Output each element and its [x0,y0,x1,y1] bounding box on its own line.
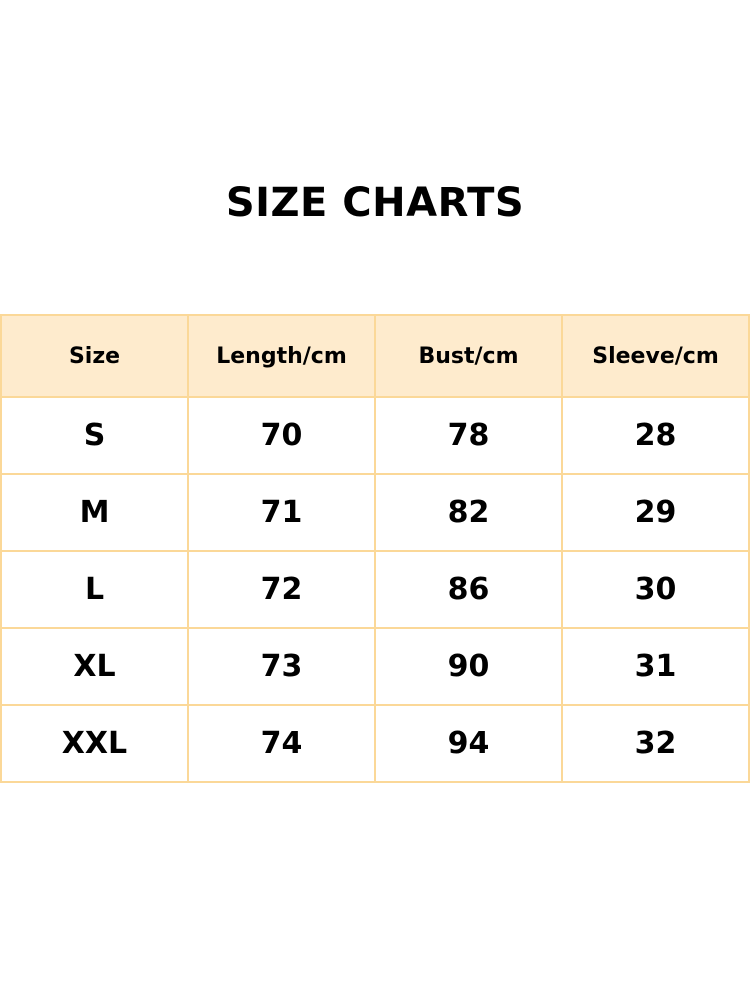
cell-bust: 90 [374,627,563,706]
page-title: SIZE CHARTS [225,180,525,226]
cell-bust: 82 [374,473,563,552]
cell-length: 70 [187,396,376,475]
header-size: Size [0,314,189,398]
cell-length: 72 [187,550,376,629]
size-chart-table: Size Length/cm Bust/cm Sleeve/cm S 70 78 28… [0,314,750,783]
cell-sleeve: 32 [561,704,750,783]
cell-size: XL [0,627,189,706]
header-sleeve: Sleeve/cm [561,314,750,398]
cell-sleeve: 31 [561,627,750,706]
table-row: M 71 82 29 [0,473,750,552]
cell-length: 71 [187,473,376,552]
cell-size: M [0,473,189,552]
cell-bust: 94 [374,704,563,783]
cell-sleeve: 30 [561,550,750,629]
cell-sleeve: 28 [561,396,750,475]
table-row: L 72 86 30 [0,550,750,629]
table-row: XL 73 90 31 [0,627,750,706]
header-length: Length/cm [187,314,376,398]
cell-bust: 86 [374,550,563,629]
table-header-row: Size Length/cm Bust/cm Sleeve/cm [0,314,750,398]
table-row: S 70 78 28 [0,396,750,475]
cell-size: XXL [0,704,189,783]
cell-sleeve: 29 [561,473,750,552]
cell-bust: 78 [374,396,563,475]
cell-length: 74 [187,704,376,783]
table-row: XXL 74 94 32 [0,704,750,783]
header-bust: Bust/cm [374,314,563,398]
cell-size: S [0,396,189,475]
cell-size: L [0,550,189,629]
cell-length: 73 [187,627,376,706]
